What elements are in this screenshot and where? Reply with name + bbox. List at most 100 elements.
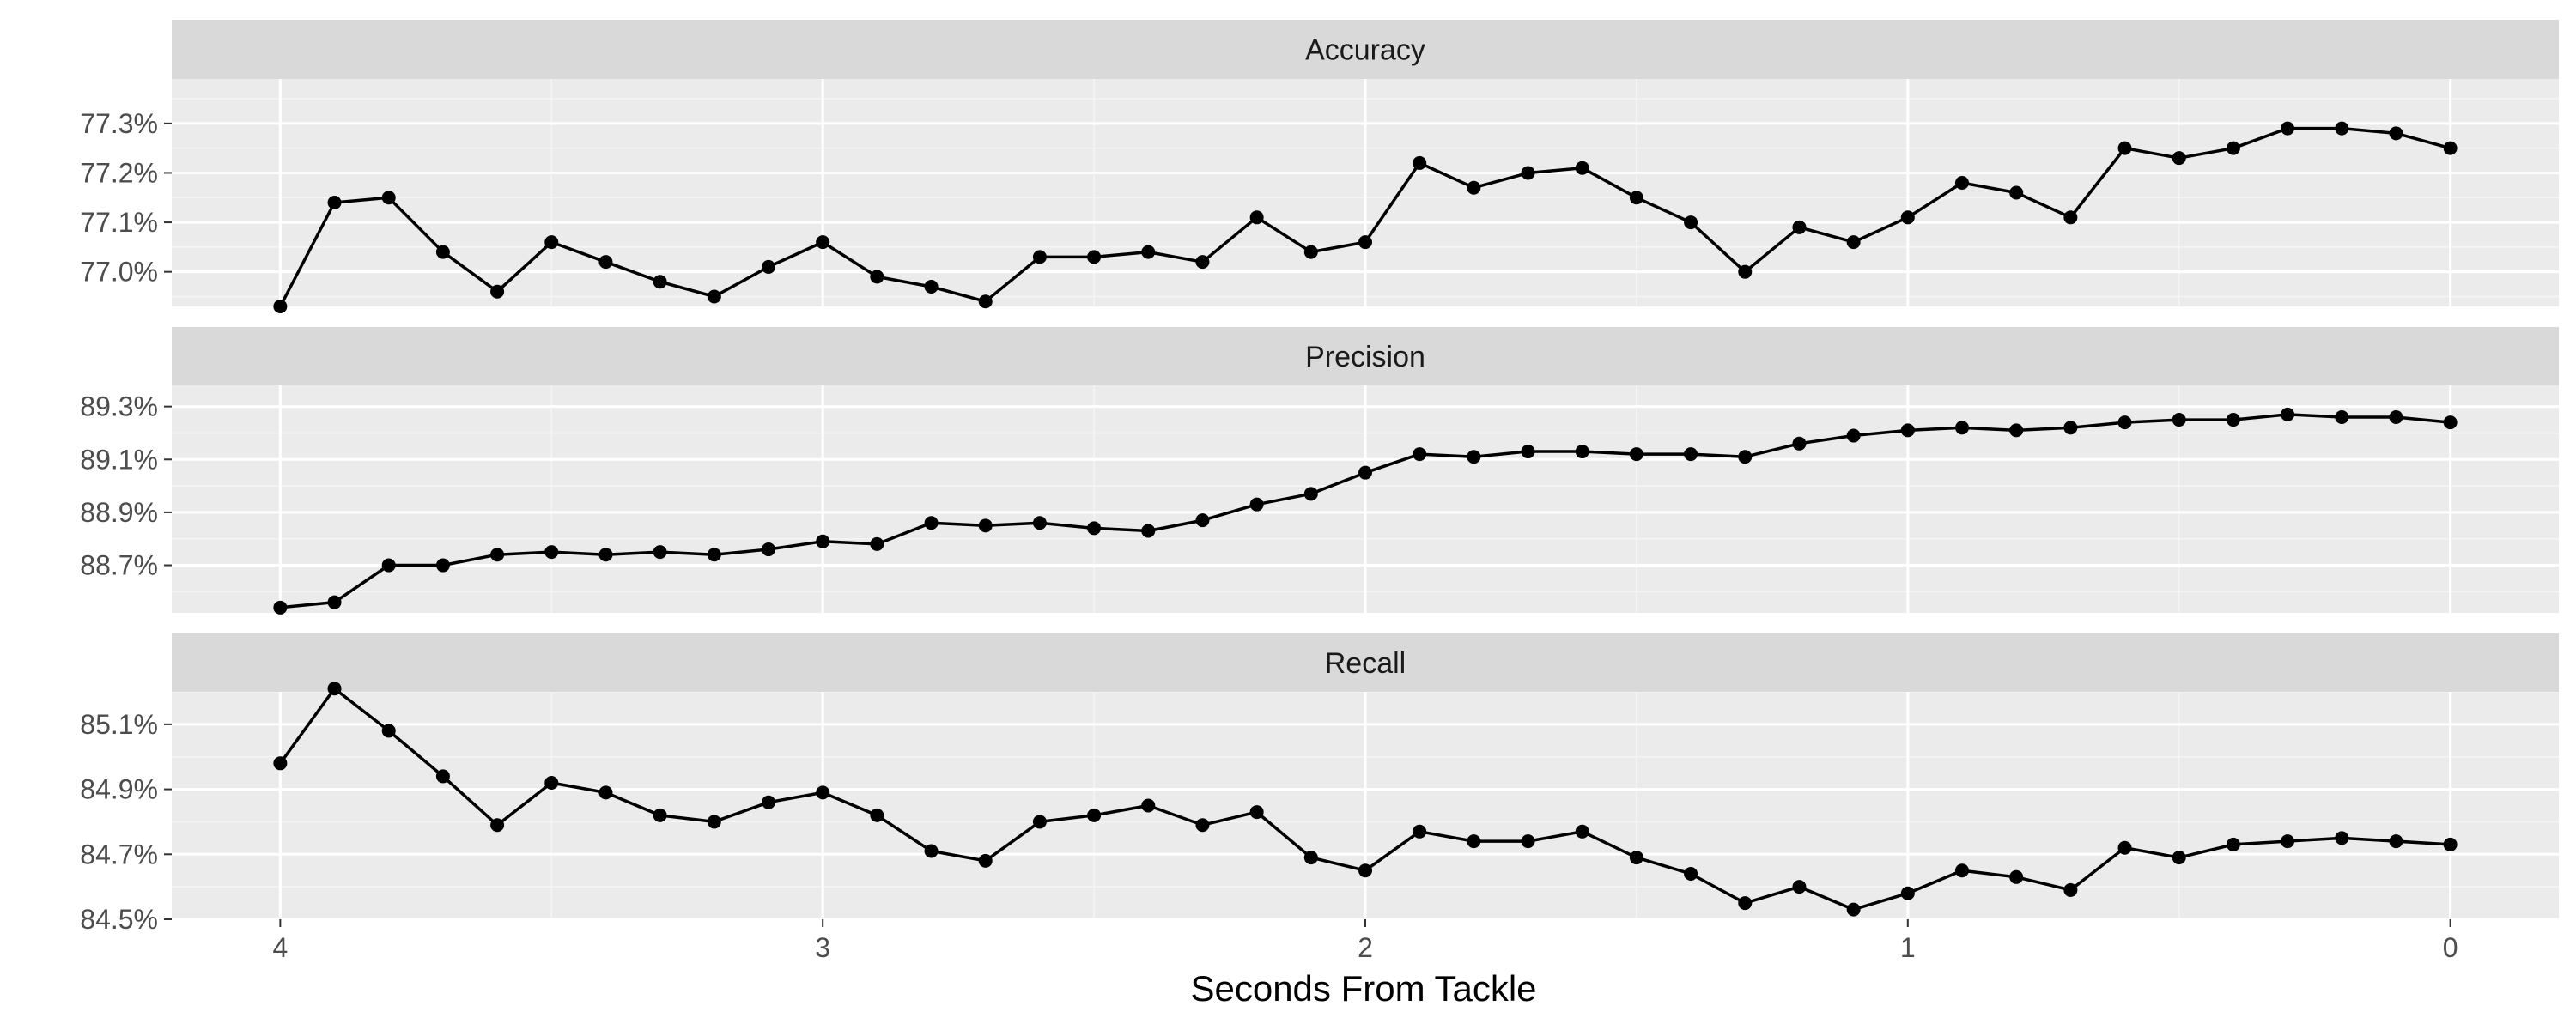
data-point (2063, 882, 2078, 897)
data-point (2443, 837, 2458, 851)
data-point (653, 545, 667, 560)
y-tick-label: 84.7% (80, 839, 158, 869)
data-point (2281, 121, 2295, 136)
data-point (1738, 896, 1753, 911)
data-point (924, 279, 939, 294)
data-point (598, 785, 613, 800)
data-point (2009, 869, 2024, 884)
data-point (2226, 141, 2240, 155)
data-point (1575, 445, 1589, 459)
data-point (1521, 445, 1535, 459)
data-point (381, 558, 396, 573)
data-point (2226, 413, 2240, 427)
data-point (707, 548, 721, 562)
data-point (1358, 465, 1372, 480)
data-point (1032, 250, 1047, 264)
data-point (1303, 487, 1318, 501)
data-point (544, 545, 559, 560)
data-point (2281, 407, 2295, 421)
data-point (924, 844, 939, 858)
data-point (707, 289, 721, 304)
data-point (490, 548, 505, 562)
data-point (2389, 834, 2403, 849)
data-point (435, 769, 450, 784)
data-point (653, 808, 667, 822)
data-point (2172, 851, 2186, 865)
data-point (2117, 415, 2132, 430)
data-point (1955, 175, 1969, 190)
data-point (1141, 524, 1156, 538)
data-point (1955, 421, 1969, 435)
panel-precision: Precision 88.7% 88.9% 89.1% 89.3% (80, 327, 2559, 615)
y-tick-label: 77.1% (80, 207, 158, 238)
data-point (2117, 141, 2132, 155)
data-point (273, 300, 288, 313)
data-point (870, 808, 884, 822)
data-point (2389, 126, 2403, 141)
data-point (544, 235, 559, 250)
data-point (273, 600, 288, 615)
data-point (870, 270, 884, 284)
data-point (1195, 818, 1210, 833)
data-point (1846, 902, 1861, 917)
data-point (490, 818, 505, 833)
data-point (1467, 180, 1481, 195)
data-point (598, 548, 613, 562)
data-point (1900, 886, 1915, 900)
x-tick-label: 1 (1900, 932, 1916, 963)
data-point (1413, 155, 1427, 170)
data-point (1413, 447, 1427, 462)
data-point (816, 785, 830, 800)
facet-strip-label: Precision (1305, 341, 1425, 373)
data-point (490, 284, 505, 299)
data-point (1195, 255, 1210, 270)
data-point (1684, 867, 1698, 881)
data-point (2172, 151, 2186, 166)
data-point (1629, 851, 1643, 865)
data-point (381, 724, 396, 738)
data-point (2009, 185, 2024, 200)
data-point (1032, 516, 1047, 530)
data-point (2063, 210, 2078, 225)
y-tick-label: 88.9% (80, 497, 158, 528)
facet-strip-label: Recall (1325, 647, 1406, 680)
data-point (544, 776, 559, 790)
data-point (1195, 513, 1210, 528)
data-point (1467, 834, 1481, 849)
data-point (1955, 863, 1969, 878)
facet-strip (172, 633, 2559, 692)
data-point (1358, 235, 1372, 250)
data-point (2389, 409, 2403, 424)
data-point (2443, 415, 2458, 430)
x-tick-label: 3 (815, 932, 830, 963)
panel-recall: Recall 84.5% 84.7% 84.9% 85.1% (80, 633, 2559, 935)
data-point (1303, 851, 1318, 865)
data-point (1846, 428, 1861, 443)
data-point (1629, 191, 1643, 205)
x-tick-label: 0 (2443, 932, 2458, 963)
data-point (924, 516, 939, 530)
data-point (1087, 808, 1102, 822)
data-point (1141, 245, 1156, 259)
data-point (381, 191, 396, 205)
data-point (435, 558, 450, 573)
data-point (1575, 824, 1589, 839)
y-tick-label: 85.1% (80, 709, 158, 740)
y-tick-label: 84.9% (80, 774, 158, 805)
data-point (327, 595, 342, 609)
data-point (1249, 497, 1264, 512)
data-point (816, 534, 830, 548)
data-point (2226, 837, 2240, 851)
data-point (1087, 521, 1102, 536)
data-point (1792, 220, 1807, 234)
data-point (1900, 210, 1915, 225)
data-point (2117, 840, 2132, 855)
data-point (1521, 166, 1535, 180)
data-point (1521, 834, 1535, 849)
data-point (1413, 824, 1427, 839)
y-tick-label: 88.7% (80, 550, 158, 581)
data-point (1141, 798, 1156, 813)
data-point (2172, 413, 2186, 427)
data-point (1303, 245, 1318, 259)
